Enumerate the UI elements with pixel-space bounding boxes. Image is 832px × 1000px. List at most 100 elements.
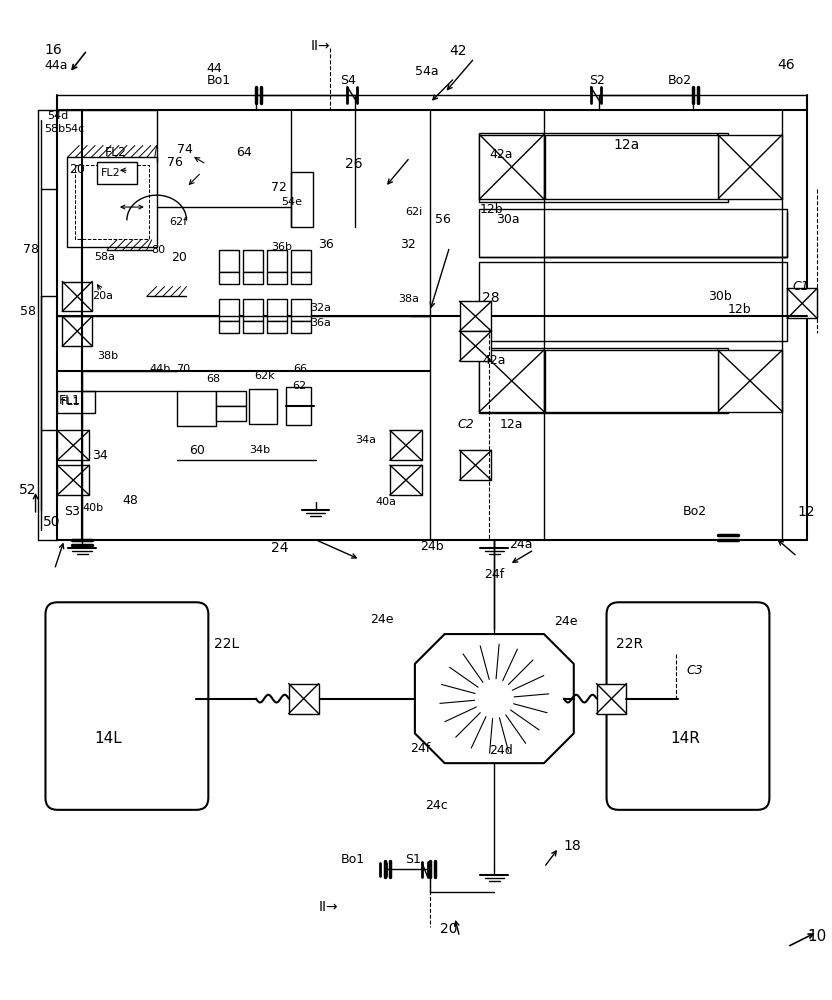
- Bar: [479, 209, 787, 257]
- Text: 12a: 12a: [613, 138, 640, 152]
- Text: 44: 44: [206, 62, 222, 75]
- Bar: [176, 391, 216, 426]
- Text: 54c: 54c: [64, 124, 85, 134]
- Bar: [62, 316, 92, 346]
- Text: 22R: 22R: [617, 637, 644, 651]
- Text: 34: 34: [92, 449, 108, 462]
- Text: 58b: 58b: [44, 124, 66, 134]
- Text: 30b: 30b: [708, 290, 731, 303]
- Bar: [290, 299, 310, 321]
- Bar: [243, 321, 263, 333]
- Text: Bo2: Bo2: [683, 505, 707, 518]
- Text: 70: 70: [176, 364, 191, 374]
- Bar: [718, 135, 782, 199]
- Text: 20a: 20a: [92, 291, 113, 301]
- Bar: [267, 299, 287, 321]
- Text: 38b: 38b: [97, 351, 118, 361]
- Text: 24f: 24f: [410, 742, 430, 755]
- Text: FL2: FL2: [105, 146, 127, 159]
- Text: 24b: 24b: [420, 540, 443, 553]
- Bar: [479, 350, 544, 412]
- Bar: [787, 288, 817, 318]
- Text: 66: 66: [294, 364, 308, 374]
- Bar: [290, 250, 310, 272]
- Text: 18: 18: [564, 839, 582, 853]
- Bar: [267, 250, 287, 272]
- Text: 34a: 34a: [355, 435, 376, 445]
- Text: 20: 20: [69, 163, 85, 176]
- Bar: [479, 348, 728, 413]
- Text: 44a: 44a: [44, 59, 68, 72]
- Text: 78: 78: [22, 243, 38, 256]
- Text: 20: 20: [171, 251, 187, 264]
- Text: FL1: FL1: [62, 397, 81, 407]
- Bar: [718, 350, 782, 412]
- Text: 80: 80: [151, 245, 166, 255]
- Text: 44b: 44b: [150, 364, 171, 374]
- Bar: [57, 465, 89, 495]
- Text: 14L: 14L: [94, 731, 122, 746]
- Text: 12a: 12a: [499, 418, 522, 431]
- Text: 72: 72: [271, 181, 287, 194]
- Text: 24d: 24d: [489, 744, 513, 757]
- Text: 24a: 24a: [509, 538, 532, 551]
- Text: 62: 62: [293, 381, 307, 391]
- Bar: [249, 389, 277, 424]
- Text: C3: C3: [686, 664, 703, 677]
- Text: 58a: 58a: [94, 252, 115, 262]
- Bar: [459, 301, 492, 331]
- Text: 12: 12: [797, 505, 815, 519]
- Text: 62f: 62f: [170, 217, 188, 227]
- Text: 52: 52: [18, 483, 36, 497]
- Bar: [390, 430, 422, 460]
- Bar: [459, 331, 492, 361]
- Bar: [289, 684, 319, 714]
- Text: FL1: FL1: [58, 394, 81, 407]
- Bar: [62, 282, 92, 311]
- Text: 62i: 62i: [405, 207, 422, 217]
- Text: Bo2: Bo2: [668, 74, 692, 87]
- Text: S2: S2: [589, 74, 605, 87]
- Bar: [243, 299, 263, 321]
- Text: 36b: 36b: [271, 242, 292, 252]
- Text: 64: 64: [236, 146, 252, 159]
- Bar: [479, 262, 787, 341]
- Bar: [57, 430, 89, 460]
- Text: 42: 42: [449, 44, 467, 58]
- Text: 24c: 24c: [425, 799, 448, 812]
- Text: 40a: 40a: [375, 497, 396, 507]
- FancyBboxPatch shape: [46, 602, 208, 810]
- Text: 48: 48: [122, 493, 138, 506]
- Text: 32a: 32a: [310, 303, 332, 313]
- Text: 62k: 62k: [254, 371, 275, 381]
- Bar: [290, 172, 313, 227]
- Text: 12b: 12b: [728, 303, 751, 316]
- Text: 24e: 24e: [370, 613, 394, 626]
- Bar: [597, 684, 626, 714]
- Text: 20: 20: [440, 922, 458, 936]
- Bar: [220, 250, 239, 272]
- Text: 24e: 24e: [554, 615, 577, 628]
- Text: 26: 26: [345, 157, 363, 171]
- Bar: [267, 321, 287, 333]
- Text: 24: 24: [271, 541, 289, 555]
- Text: 32: 32: [400, 238, 416, 251]
- Text: Bo1: Bo1: [206, 74, 230, 87]
- Text: 54d: 54d: [47, 111, 69, 121]
- Bar: [67, 157, 156, 247]
- Text: 22L: 22L: [215, 637, 240, 651]
- Bar: [220, 299, 239, 321]
- Text: C2: C2: [458, 418, 474, 431]
- Text: 36: 36: [319, 238, 334, 251]
- Bar: [97, 162, 136, 184]
- Bar: [57, 110, 807, 540]
- Text: 16: 16: [44, 43, 62, 57]
- Text: S1: S1: [405, 853, 421, 866]
- Bar: [243, 272, 263, 284]
- Text: S4: S4: [340, 74, 356, 87]
- Bar: [220, 321, 239, 333]
- Text: 42a: 42a: [489, 148, 513, 161]
- Bar: [216, 406, 246, 421]
- Bar: [216, 391, 246, 406]
- Text: 14R: 14R: [670, 731, 700, 746]
